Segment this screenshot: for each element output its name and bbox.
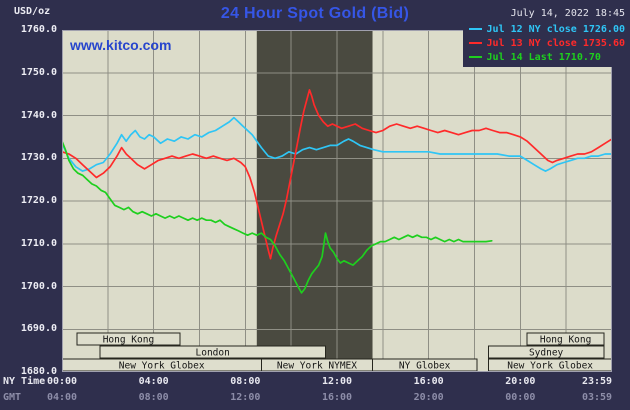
x-axis-tick-gmt: 04:00 (46, 392, 78, 403)
x-axis-row-label-nytime: NY Time (3, 376, 46, 387)
session-box (487, 345, 605, 359)
x-axis-tick-nytime: 00:00 (46, 376, 78, 387)
legend-line-swatch (468, 28, 482, 30)
plot-border (62, 30, 612, 372)
x-axis-tick-nytime: 08:00 (230, 376, 261, 387)
plot-canvas: Hong Kong Hong Kong London Sydney New York G… (61, 30, 613, 372)
chart-title: 24 Hour Spot Gold (Bid) (220, 5, 410, 22)
datetime-label: July 14, 2022 18:45 (510, 8, 625, 19)
y-axis-tick: 1710.0 (20, 237, 57, 249)
legend-line-swatch (468, 56, 482, 58)
y-axis-units-label: USD/oz (14, 6, 51, 17)
session-box (526, 332, 605, 346)
x-axis-tick-nytime: 23:59 (581, 376, 613, 387)
x-axis-row-label-gmt: GMT (3, 392, 22, 403)
session-label: London (196, 348, 230, 359)
session-label: Hong Kong (540, 335, 591, 346)
session-label: New York Globex (507, 361, 593, 372)
x-axis-tick-nytime: 20:00 (505, 376, 536, 387)
x-axis-tick-gmt: 20:00 (413, 392, 444, 403)
legend: Jul 12 NY close 1726.00 Jul 13 NY close 1… (462, 21, 627, 67)
series-jul13-line (61, 89, 613, 260)
y-axis-tick: 1750.0 (20, 66, 57, 78)
session-box (99, 345, 327, 359)
plot-area: Hong Kong Hong Kong London Sydney New York G… (61, 30, 613, 372)
y-axis-tick: 1730.0 (20, 152, 57, 164)
legend-line-swatch (468, 42, 482, 44)
session-label: NY Globex (399, 361, 451, 372)
y-axis-tick: 1760.0 (20, 24, 57, 35)
x-axis-tick-gmt: 03:59 (581, 392, 613, 403)
series-jul14-line (61, 140, 493, 294)
legend-item: Jul 12 NY close 1726.00 (468, 22, 625, 36)
y-axis-tick: 1700.0 (20, 280, 57, 292)
x-axis-tick-nytime: 16:00 (413, 376, 444, 387)
x-axis-tick-gmt: 08:00 (138, 392, 169, 403)
y-axis-tick: 1690.0 (20, 323, 57, 335)
x-axis-tick-gmt: 12:00 (230, 392, 261, 403)
kitco-watermark: www.kitco.com (70, 37, 172, 53)
x-axis-tick-nytime: 12:00 (321, 376, 353, 387)
x-axis-tick-gmt: 16:00 (321, 392, 353, 403)
legend-item: Jul 14 Last 1710.70 (468, 50, 625, 64)
session-label: New York Globex (119, 361, 205, 372)
y-axis-tick: 1740.0 (20, 109, 57, 121)
legend-label: Jul 13 NY close 1735.60 (486, 37, 625, 49)
session-label: New York NYMEX (277, 361, 357, 372)
legend-label: Jul 14 Last 1710.70 (486, 51, 601, 63)
legend-label: Jul 12 NY close 1726.00 (486, 23, 625, 35)
y-axis-tick: 1720.0 (20, 195, 57, 206)
session-label: Sydney (529, 348, 564, 359)
session-box (76, 332, 181, 346)
y-axis-tick: 1680.0 (20, 366, 57, 377)
x-axis-tick-nytime: 04:00 (138, 376, 169, 387)
x-axis-tick-gmt: 00:00 (505, 392, 536, 403)
session-label: Hong Kong (103, 335, 154, 346)
legend-item: Jul 13 NY close 1735.60 (468, 36, 625, 50)
